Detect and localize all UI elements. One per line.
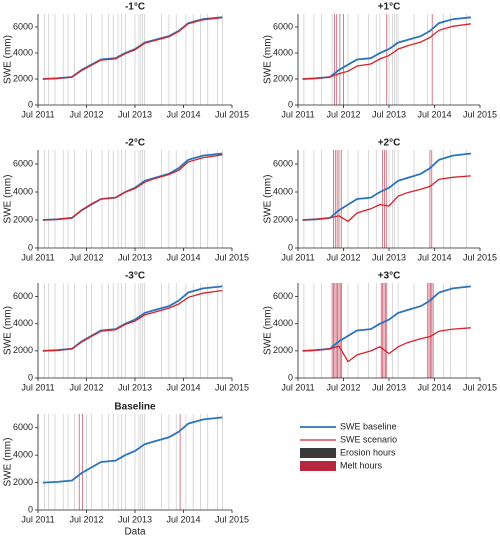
y-axis-label: SWE (mm): [3, 438, 14, 487]
y-tick-label: 4000: [273, 47, 293, 57]
y-axis-label: SWE (mm): [3, 175, 14, 224]
swe-scenario-line: [302, 23, 471, 80]
y-tick-label: 0: [288, 99, 293, 109]
x-tick-label: Jul 2015: [463, 382, 497, 392]
x-tick-label: Jul 2011: [21, 514, 54, 524]
swe-baseline-line: [42, 152, 223, 221]
x-tick-label: Jul 2015: [463, 252, 497, 262]
x-tick-label: Jul 2011: [21, 382, 54, 392]
y-axis-label: SWE (mm): [263, 175, 274, 224]
y-tick-label: 2000: [273, 345, 293, 355]
x-tick-label: Jul 2014: [166, 252, 200, 262]
swe-scenario-line: [42, 16, 223, 80]
x-tick-label: Jul 2013: [118, 252, 152, 262]
swe-scenario-line: [42, 154, 223, 221]
legend-label: Erosion hours: [340, 447, 396, 457]
y-tick-label: 6000: [13, 158, 33, 168]
y-tick-label: 6000: [13, 422, 33, 432]
x-tick-label: Jul 2013: [118, 382, 152, 392]
x-tick-label: Jul 2013: [118, 514, 152, 524]
y-tick-label: 4000: [273, 318, 293, 328]
y-axis-label: SWE (mm): [263, 306, 274, 355]
x-tick-label: Jul 2011: [281, 382, 314, 392]
legend-swatch: [300, 461, 336, 471]
y-tick-label: 4000: [13, 186, 33, 196]
swe-baseline-line: [302, 152, 472, 221]
y-tick-label: 4000: [13, 47, 33, 57]
swe-scenario-line: [302, 175, 471, 223]
swe-baseline-line: [42, 416, 223, 484]
x-tick-label: Jul 2013: [372, 109, 406, 119]
y-tick-label: 0: [288, 242, 293, 252]
y-tick-label: 2000: [273, 73, 293, 83]
x-tick-label: Jul 2012: [69, 252, 103, 262]
y-axis-label: SWE (mm): [3, 35, 14, 84]
x-tick-label: Jul 2015: [215, 252, 249, 262]
swe-scenario-line: [42, 289, 223, 352]
x-tick-label: Jul 2011: [21, 109, 54, 119]
x-tick-label: Jul 2014: [166, 514, 200, 524]
y-tick-label: 6000: [273, 291, 293, 301]
x-tick-label: Jul 2014: [166, 109, 200, 119]
panel-title: -3°C: [125, 271, 145, 282]
y-tick-label: 4000: [13, 450, 33, 460]
x-tick-label: Jul 2012: [69, 382, 103, 392]
x-tick-label: Jul 2011: [281, 252, 314, 262]
x-tick-label: Jul 2015: [215, 382, 249, 392]
y-tick-label: 0: [288, 372, 293, 382]
y-tick-label: 0: [28, 372, 33, 382]
x-axis-label: Data: [124, 527, 146, 538]
x-tick-label: Jul 2015: [215, 514, 249, 524]
panel-title: -1°C: [125, 2, 145, 13]
x-tick-label: Jul 2011: [21, 252, 54, 262]
legend-label: SWE baseline: [340, 421, 397, 431]
y-tick-label: 4000: [13, 318, 33, 328]
y-tick-label: 0: [28, 99, 33, 109]
legend-label: SWE scenario: [340, 434, 397, 444]
x-tick-label: Jul 2015: [215, 109, 249, 119]
panel-title: +2°C: [378, 138, 401, 149]
x-tick-label: Jul 2012: [69, 109, 103, 119]
y-tick-label: 2000: [13, 345, 33, 355]
y-axis-label: SWE (mm): [3, 306, 14, 355]
swe-baseline-line: [302, 16, 471, 80]
x-tick-label: Jul 2014: [166, 382, 200, 392]
x-tick-label: Jul 2013: [372, 252, 406, 262]
legend-label: Melt hours: [340, 460, 383, 470]
swe-baseline-line: [302, 285, 471, 352]
x-tick-label: Jul 2014: [417, 382, 451, 392]
x-tick-label: Jul 2012: [326, 252, 360, 262]
panel-title: +3°C: [378, 271, 401, 282]
y-tick-label: 2000: [13, 73, 33, 83]
swe-baseline-line: [42, 16, 223, 80]
y-tick-label: 6000: [273, 21, 293, 31]
x-tick-label: Jul 2015: [463, 109, 497, 119]
y-tick-label: 2000: [13, 477, 33, 487]
swe-baseline-line: [42, 285, 223, 352]
x-tick-label: Jul 2012: [69, 514, 103, 524]
panel-title: Baseline: [114, 402, 156, 413]
y-tick-label: 0: [28, 242, 33, 252]
panel-title: -2°C: [125, 138, 145, 149]
y-tick-label: 0: [28, 504, 33, 514]
panel-title: +1°C: [378, 2, 401, 13]
y-tick-label: 6000: [13, 291, 33, 301]
y-tick-label: 6000: [13, 21, 33, 31]
x-tick-label: Jul 2013: [372, 382, 406, 392]
legend-swatch: [300, 448, 336, 458]
y-tick-label: 2000: [273, 214, 293, 224]
x-tick-label: Jul 2012: [326, 382, 360, 392]
x-tick-label: Jul 2013: [118, 109, 152, 119]
x-tick-label: Jul 2011: [281, 109, 314, 119]
y-axis-label: SWE (mm): [263, 35, 274, 84]
y-tick-label: 6000: [273, 158, 293, 168]
swe-scenario-line: [302, 327, 471, 363]
x-tick-label: Jul 2012: [326, 109, 360, 119]
y-tick-label: 2000: [13, 214, 33, 224]
y-tick-label: 4000: [273, 186, 293, 196]
x-tick-label: Jul 2014: [417, 252, 451, 262]
x-tick-label: Jul 2014: [417, 109, 451, 119]
